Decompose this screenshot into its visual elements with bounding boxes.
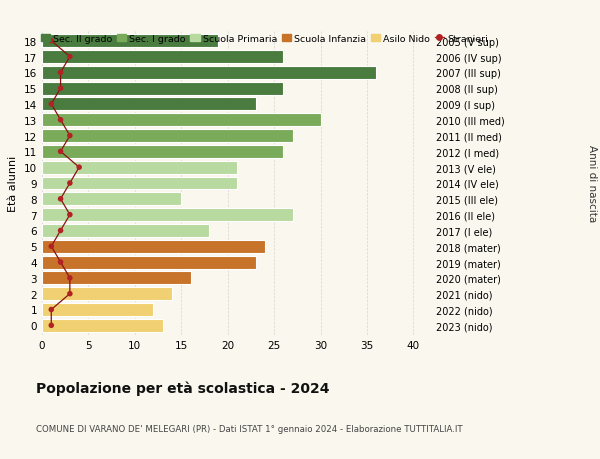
Bar xyxy=(42,319,163,332)
Point xyxy=(56,69,65,77)
Bar xyxy=(42,303,154,316)
Bar xyxy=(42,146,283,158)
Bar xyxy=(42,114,320,127)
Point xyxy=(65,54,74,61)
Bar xyxy=(42,240,265,253)
Bar xyxy=(42,288,172,301)
Point xyxy=(56,196,65,203)
Point xyxy=(46,38,56,45)
Point xyxy=(46,243,56,250)
Point xyxy=(56,117,65,124)
Bar xyxy=(42,162,237,174)
Point xyxy=(46,101,56,108)
Point xyxy=(56,148,65,156)
Legend: Sec. II grado, Sec. I grado, Scuola Primaria, Scuola Infanzia, Asilo Nido, Stran: Sec. II grado, Sec. I grado, Scuola Prim… xyxy=(41,34,488,44)
Bar xyxy=(42,83,283,95)
Point xyxy=(65,212,74,219)
Bar xyxy=(42,177,237,190)
Text: Anni di nascita: Anni di nascita xyxy=(587,145,597,222)
Bar xyxy=(42,35,218,48)
Point xyxy=(56,259,65,266)
Point xyxy=(46,322,56,329)
Bar xyxy=(42,98,256,111)
Bar xyxy=(42,209,293,222)
Y-axis label: Età alunni: Età alunni xyxy=(8,156,19,212)
Point xyxy=(65,133,74,140)
Bar xyxy=(42,67,376,79)
Bar xyxy=(42,51,283,64)
Bar xyxy=(42,256,256,269)
Point xyxy=(46,306,56,313)
Text: COMUNE DI VARANO DE' MELEGARI (PR) - Dati ISTAT 1° gennaio 2024 - Elaborazione T: COMUNE DI VARANO DE' MELEGARI (PR) - Dat… xyxy=(36,425,463,433)
Bar xyxy=(42,130,293,143)
Point xyxy=(56,227,65,235)
Point xyxy=(56,85,65,93)
Point xyxy=(74,164,84,172)
Point xyxy=(65,180,74,187)
Text: Popolazione per età scolastica - 2024: Popolazione per età scolastica - 2024 xyxy=(36,381,329,396)
Point xyxy=(65,274,74,282)
Point xyxy=(65,291,74,298)
Bar xyxy=(42,224,209,237)
Bar xyxy=(42,272,191,285)
Bar xyxy=(42,193,181,206)
